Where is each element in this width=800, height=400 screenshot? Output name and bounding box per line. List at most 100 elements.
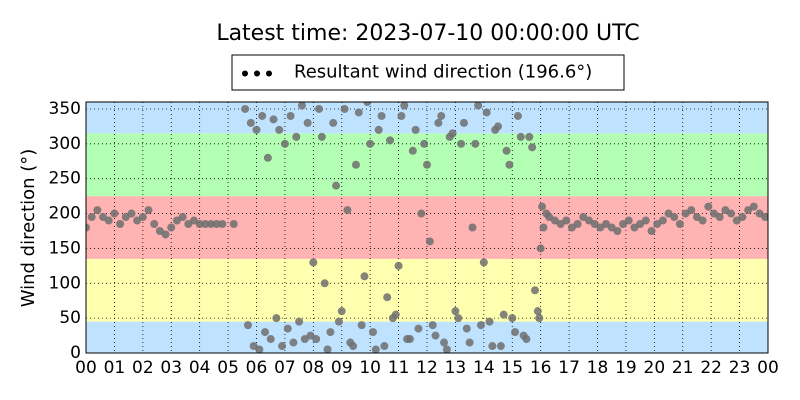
data-point [371, 345, 380, 353]
data-point [383, 293, 392, 302]
x-tick-label: 01 [104, 358, 126, 378]
data-point [351, 160, 360, 169]
data-point [343, 206, 352, 215]
data-point [346, 338, 355, 347]
data-point [434, 118, 443, 127]
data-point [647, 226, 656, 235]
data-point [488, 342, 497, 351]
data-point [312, 335, 321, 344]
x-tick-label: 17 [558, 358, 580, 378]
data-point [474, 102, 483, 110]
data-point [329, 118, 338, 127]
legend-box [231, 54, 625, 91]
x-tick-label: 20 [644, 358, 666, 378]
data-point [414, 324, 423, 333]
data-point [269, 115, 278, 124]
data-point [704, 202, 713, 211]
data-point [499, 310, 508, 319]
data-point [326, 328, 335, 337]
data-point [332, 181, 341, 190]
data-point [505, 160, 514, 169]
data-point [494, 122, 503, 131]
data-point [286, 111, 295, 120]
data-point [516, 132, 525, 141]
data-point [408, 146, 417, 155]
x-tick-label: 10 [359, 358, 381, 378]
data-point [423, 160, 431, 169]
x-tick-label: 07 [274, 358, 296, 378]
data-point [511, 328, 520, 337]
data-point [761, 213, 768, 222]
x-tick-label: 00 [75, 358, 97, 378]
data-point [417, 209, 426, 218]
data-point [502, 146, 511, 155]
data-point [289, 338, 298, 347]
x-tick-label: 19 [615, 358, 637, 378]
data-point [727, 209, 736, 218]
data-point [457, 139, 466, 148]
data-point [243, 321, 252, 330]
data-point [292, 132, 301, 141]
data-point [369, 328, 378, 337]
data-point [116, 220, 125, 229]
data-point [280, 139, 289, 148]
data-point [178, 213, 187, 222]
data-point [562, 216, 571, 225]
data-point [323, 345, 332, 353]
data-point [454, 314, 463, 323]
data-point [127, 209, 136, 218]
data-point [315, 104, 324, 113]
legend-marker [266, 70, 272, 77]
x-tick-label: 03 [160, 358, 182, 378]
data-point [525, 132, 534, 141]
x-tick-label: 06 [246, 358, 268, 378]
data-point [675, 220, 684, 229]
data-point [496, 342, 505, 351]
data-point [459, 118, 468, 127]
x-tick-label: 12 [416, 358, 438, 378]
data-point [425, 237, 434, 246]
data-point [468, 223, 477, 232]
data-point [394, 261, 403, 270]
x-tick-label: 05 [217, 358, 239, 378]
data-point [738, 213, 747, 222]
x-tick-label: 09 [331, 358, 353, 378]
data-point [670, 213, 679, 222]
y-tick-label: 200 [49, 204, 81, 224]
data-point [528, 143, 537, 152]
data-point [110, 209, 119, 218]
data-point [624, 216, 633, 225]
data-point [482, 108, 491, 117]
data-point [397, 111, 406, 120]
legend-marker [254, 70, 260, 77]
data-point [261, 328, 270, 337]
y-tick-label: 150 [49, 238, 81, 258]
data-point [513, 111, 522, 120]
data-point [195, 220, 204, 229]
data-point [278, 342, 287, 351]
data-point [476, 321, 485, 330]
data-point [533, 307, 542, 316]
x-tick-label: 22 [700, 358, 722, 378]
data-point [320, 279, 329, 288]
data-point [86, 223, 90, 232]
data-point [161, 230, 170, 239]
x-tick-label: 13 [445, 358, 467, 378]
data-point [309, 258, 318, 267]
y-tick-label: 100 [49, 273, 81, 293]
data-point [479, 258, 488, 267]
data-point [212, 220, 221, 229]
data-point [93, 206, 102, 215]
data-point [229, 220, 238, 229]
data-point [386, 136, 395, 145]
data-point [377, 111, 386, 120]
data-point [411, 125, 420, 134]
data-point [218, 220, 227, 229]
plot-frame [85, 101, 769, 354]
data-point [535, 314, 544, 323]
data-point [465, 338, 474, 347]
data-point [241, 104, 250, 113]
data-point [272, 314, 281, 323]
data-point [144, 206, 153, 215]
